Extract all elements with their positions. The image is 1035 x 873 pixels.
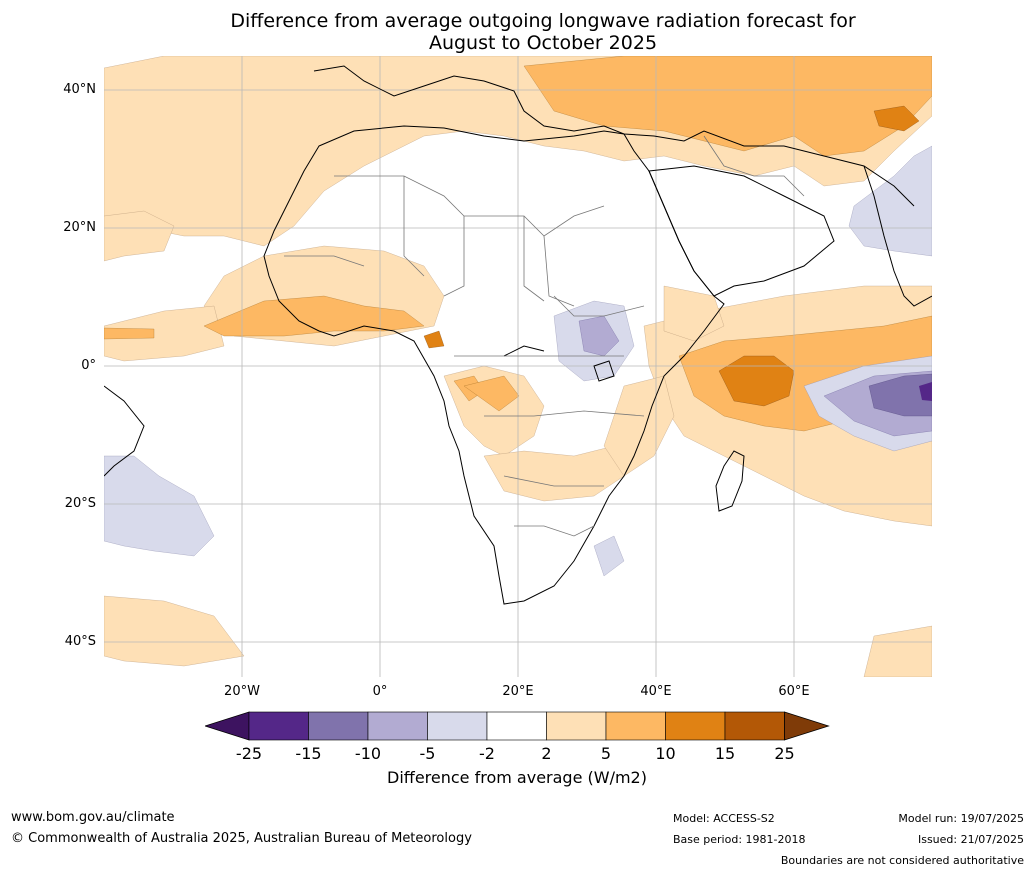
colorbar-label: Difference from average (W/m2) bbox=[387, 768, 647, 787]
colorbar-segment bbox=[665, 711, 726, 741]
lat-label-0: 0° bbox=[81, 358, 96, 373]
lat-label-40n: 40°N bbox=[63, 82, 96, 97]
colorbar-extend-low bbox=[205, 711, 250, 741]
olr-anomaly-map bbox=[104, 56, 932, 677]
colorbar-segment bbox=[486, 711, 547, 741]
country-borders bbox=[284, 135, 805, 537]
colorbar-tick-label: 15 bbox=[714, 744, 736, 763]
title-line-1: Difference from average outgoing longwav… bbox=[230, 10, 856, 32]
lon-label-40e: 40°E bbox=[640, 684, 672, 699]
colorbar-segment bbox=[427, 711, 488, 741]
colorbar-segment bbox=[546, 711, 607, 741]
anomaly-dark-orange-regions bbox=[423, 105, 920, 407]
lon-label-20w: 20°W bbox=[224, 684, 260, 699]
footer-copyright: © Commonwealth of Australia 2025, Austra… bbox=[11, 831, 472, 846]
lat-label-20s: 20°S bbox=[64, 496, 96, 511]
colorbar-tick-label: -2 bbox=[479, 744, 495, 763]
lat-label-40s: 40°S bbox=[64, 634, 96, 649]
anomaly-dark-purple-regions bbox=[868, 373, 932, 417]
colorbar-segment bbox=[308, 711, 369, 741]
colorbar-tick-label: -10 bbox=[354, 744, 382, 763]
lat-label-20n: 20°N bbox=[63, 220, 96, 235]
lon-label-0: 0° bbox=[372, 684, 388, 699]
colorbar-extend-high bbox=[784, 711, 830, 741]
chart-title: Difference from average outgoing longwav… bbox=[0, 10, 1035, 54]
colorbar-segment bbox=[605, 711, 666, 741]
colorbar-tick-label: -15 bbox=[295, 744, 322, 763]
footer-issued: Issued: 21/07/2025 bbox=[917, 833, 1024, 846]
footer-model: Model: ACCESS-S2 bbox=[673, 812, 775, 825]
lon-label-60e: 60°E bbox=[778, 684, 810, 699]
colorbar-segment bbox=[724, 711, 785, 741]
coastlines bbox=[104, 65, 932, 605]
colorbar-tick-label: 2 bbox=[541, 744, 552, 763]
colorbar-tick-label: 10 bbox=[655, 744, 676, 763]
map-gridlines bbox=[104, 56, 932, 677]
footer-base-period: Base period: 1981-2018 bbox=[673, 833, 806, 846]
title-line-2: August to October 2025 bbox=[428, 32, 658, 54]
anomaly-deepest-purple-region bbox=[919, 382, 932, 401]
lon-label-20e: 20°E bbox=[502, 684, 534, 699]
footer-website: www.bom.gov.au/climate bbox=[11, 810, 175, 825]
footer-model-run: Model run: 19/07/2025 bbox=[898, 812, 1024, 825]
colorbar-tick-label: 5 bbox=[600, 744, 612, 763]
colorbar bbox=[205, 711, 830, 741]
colorbar-segment bbox=[248, 711, 309, 741]
colorbar-tick-label: -5 bbox=[419, 744, 436, 763]
colorbar-segment bbox=[367, 711, 428, 741]
colorbar-tick-label: 25 bbox=[774, 744, 795, 763]
colorbar-tick-label: -25 bbox=[235, 744, 263, 763]
footer-disclaimer: Boundaries are not considered authoritat… bbox=[780, 854, 1024, 867]
